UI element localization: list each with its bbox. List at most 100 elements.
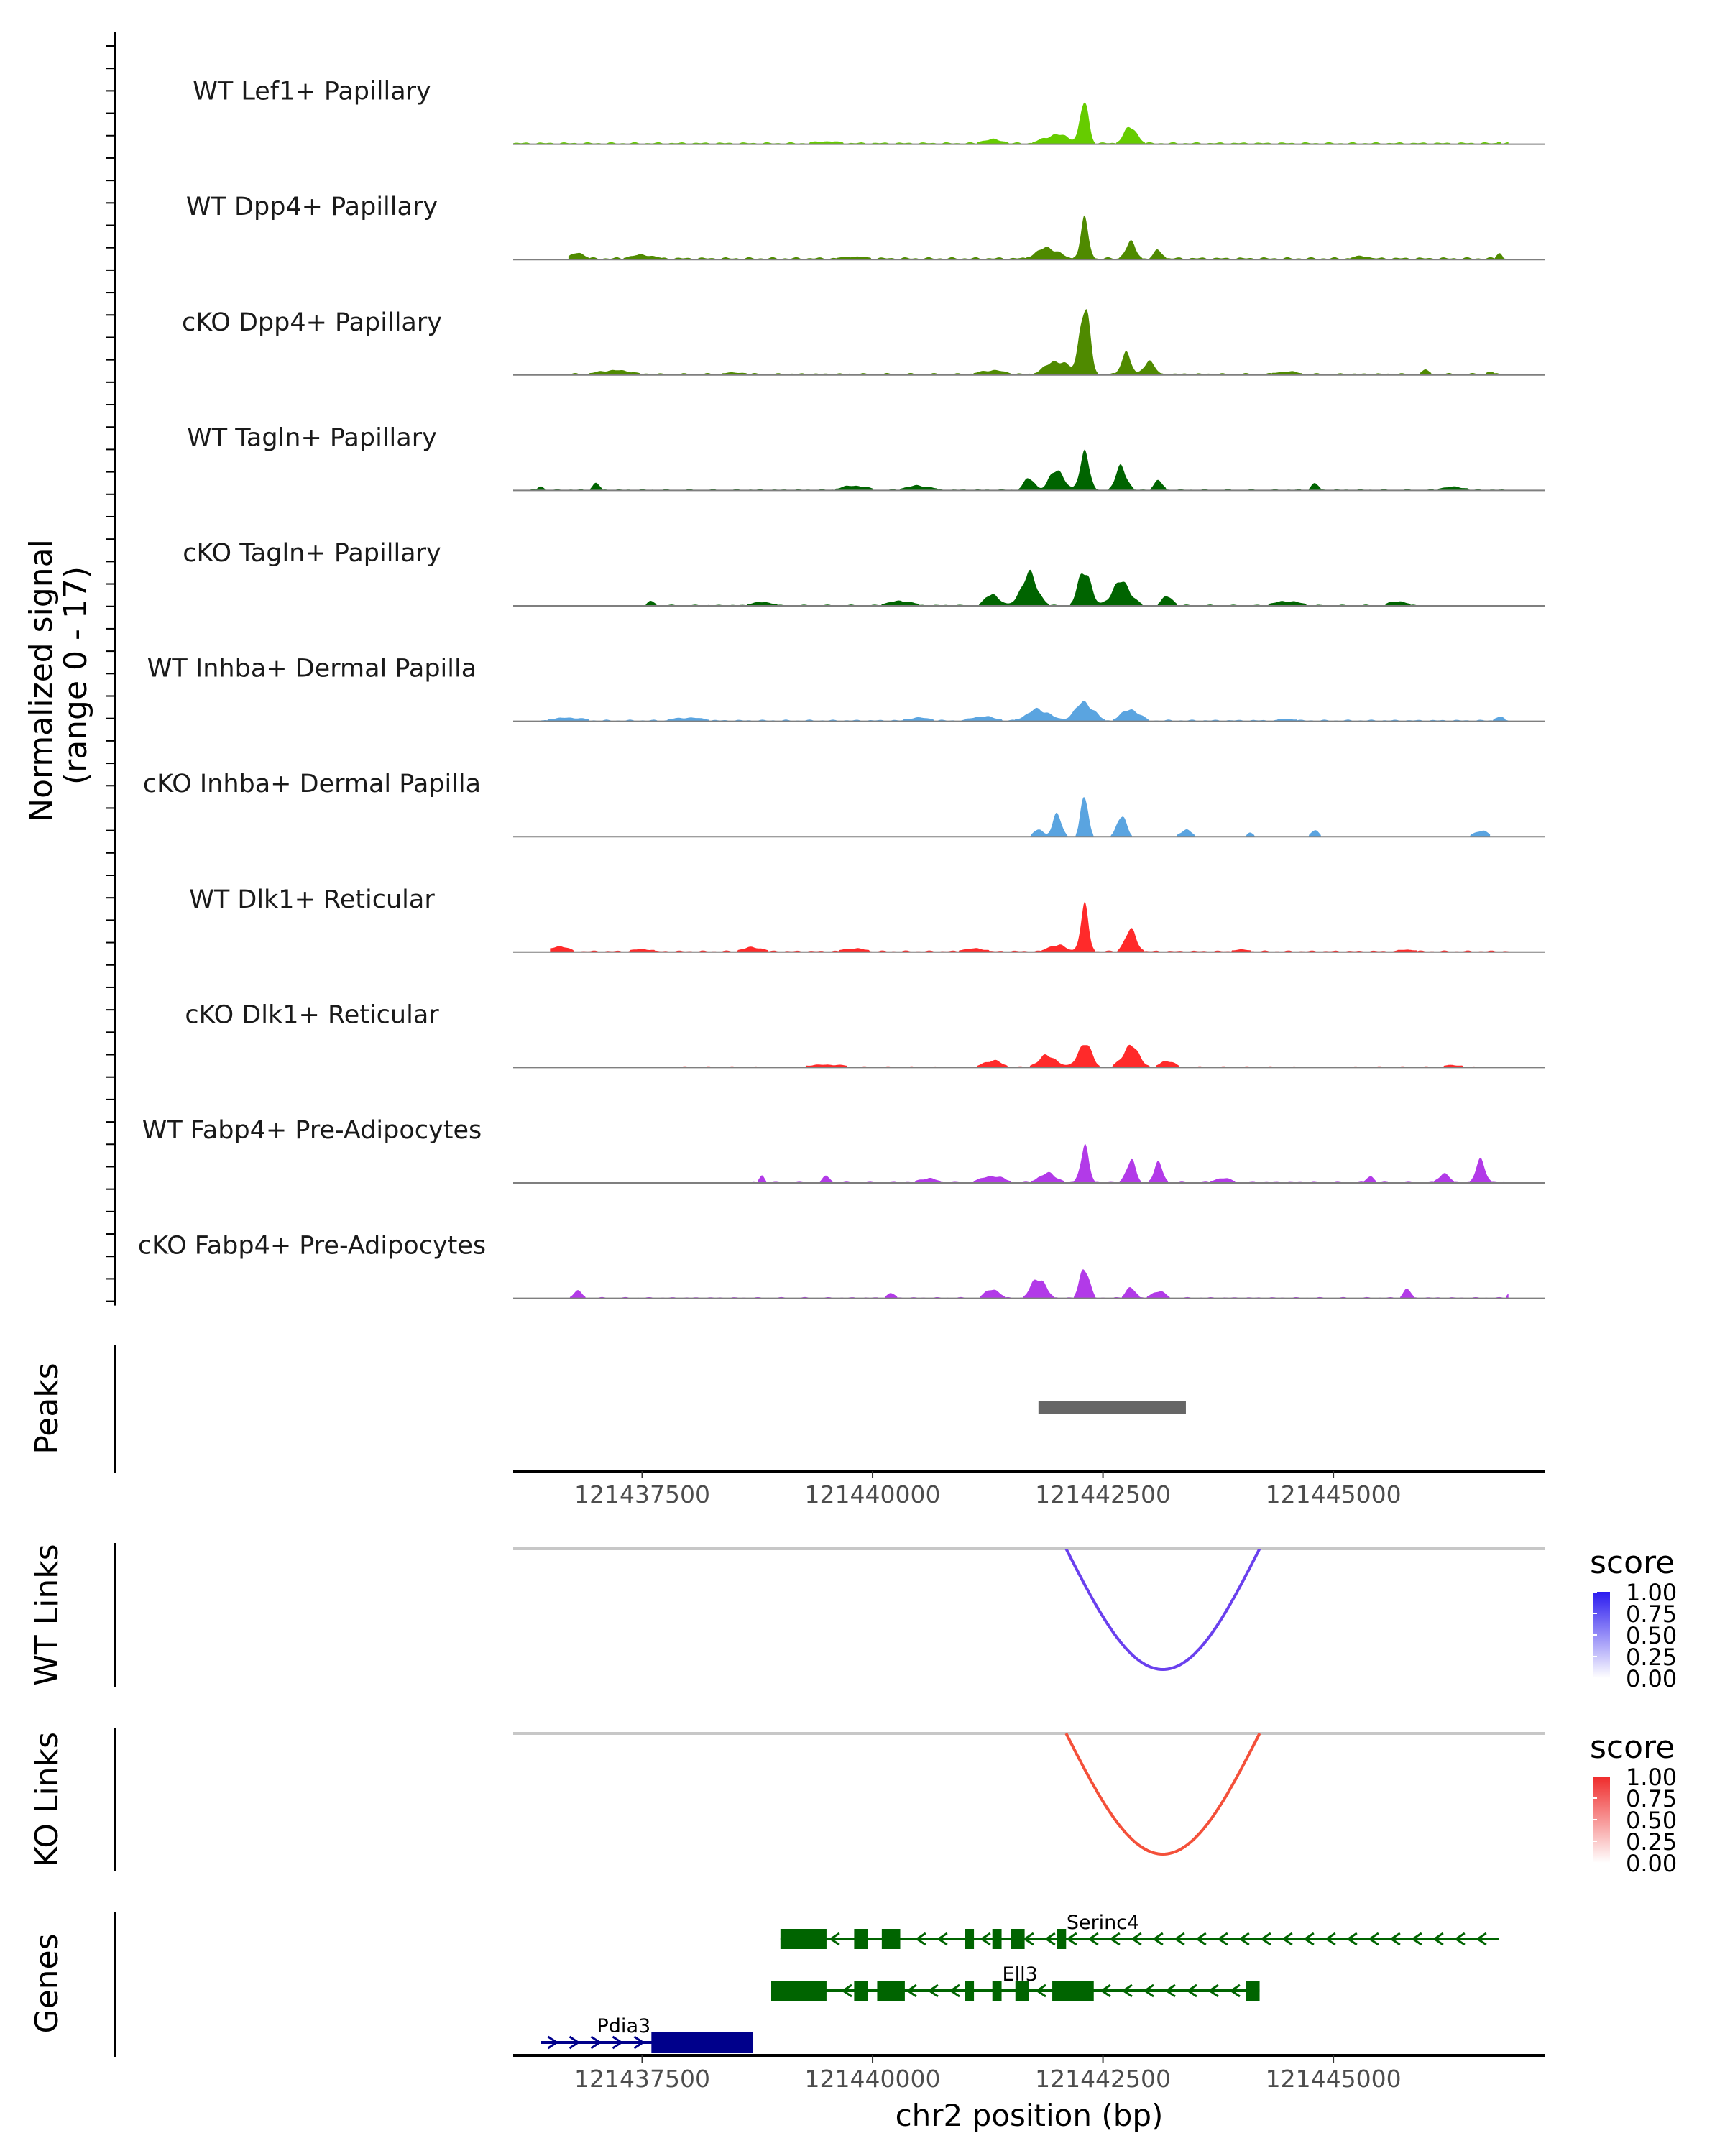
gene-label: Serinc4 xyxy=(1067,1912,1140,1934)
gene-strand-arrow xyxy=(1325,1932,1336,1946)
coverage-track-signal xyxy=(753,1144,1509,1183)
link-panel-label: KO Links xyxy=(29,1732,65,1867)
score-legend-label: 1.00 xyxy=(1626,1579,1677,1606)
gene-strand-arrow xyxy=(1109,1932,1121,1946)
score-legend-label: 0.50 xyxy=(1626,1622,1677,1649)
genes-label: Genes xyxy=(29,1933,65,2033)
gene-strand-arrow xyxy=(633,2035,645,2050)
x-axis-bottom-tick-label: 121437500 xyxy=(574,2065,710,2093)
coverage-track-6: cKO Inhba+ Dermal Papilla xyxy=(143,770,1545,838)
gene-strand-arrow xyxy=(1411,1932,1422,1946)
score-legend-title: score xyxy=(1590,1544,1675,1581)
coverage-track-5: WT Inhba+ Dermal Papilla xyxy=(147,655,1545,722)
gene-strand-arrow xyxy=(1100,1984,1111,1998)
gene-strand-arrow xyxy=(1087,1932,1099,1946)
gene-strand-arrow xyxy=(1217,1932,1228,1946)
coverage-track-signal xyxy=(568,309,1509,375)
coverage-track-label: WT Fabp4+ Pre-Adipocytes xyxy=(142,1116,482,1145)
x-axis-bottom: 121437500 121440000 121442500 121445000 xyxy=(513,2054,1545,2093)
gene-strand-arrow xyxy=(1346,1932,1358,1946)
gene-strand-arrow xyxy=(1121,1984,1133,1998)
gene-strand-arrow xyxy=(1164,1984,1176,1998)
coverage-track-7: WT Dlk1+ Reticular xyxy=(189,885,1545,953)
score-legend-label: 0.75 xyxy=(1626,1785,1677,1812)
coverage-track-signal xyxy=(568,1269,1509,1299)
coverage-track-signal xyxy=(678,1044,1509,1068)
gene-exon xyxy=(1057,1929,1067,1949)
coverage-track-1: WT Dpp4+ Papillary xyxy=(186,193,1545,261)
x-axis-title: chr2 position (bp) xyxy=(896,2098,1164,2133)
gene-strand-arrow xyxy=(915,1932,926,1946)
score-legend-label: 0.25 xyxy=(1626,1828,1677,1856)
peak-range-0 xyxy=(1038,1401,1186,1414)
gene-strand-arrow xyxy=(906,1984,917,1998)
gene-strand-arrow xyxy=(1174,1932,1185,1946)
coverage-track-signal xyxy=(1001,797,1491,837)
coverage-track-label: cKO Fabp4+ Pre-Adipocytes xyxy=(138,1232,486,1261)
score-legend-label: 0.75 xyxy=(1626,1600,1677,1628)
gene-exon xyxy=(965,1929,975,1949)
coverage-track-0: WT Lef1+ Papillary xyxy=(193,78,1545,145)
gene-exon xyxy=(992,1981,1002,2001)
link-panel-label: WT Links xyxy=(29,1544,65,1685)
gene-strand-arrow xyxy=(1186,1984,1197,1998)
gene-strand-arrow xyxy=(1432,1932,1444,1946)
gene-exon xyxy=(877,1981,905,2001)
coverage-y-axis-label-line1: Normalized signal xyxy=(23,539,60,822)
gene-strand-arrow xyxy=(1131,1932,1142,1946)
gene-strand-arrow xyxy=(547,2035,559,2050)
gene-exon xyxy=(854,1929,868,1949)
gene-strand-arrow xyxy=(1282,1932,1293,1946)
coverage-y-axis-label-line2: (range 0 - 17) xyxy=(58,566,94,785)
gene-label: Pdia3 xyxy=(597,2015,651,2037)
coverage-track-10: cKO Fabp4+ Pre-Adipocytes xyxy=(138,1232,1545,1299)
gene-strand-arrow xyxy=(841,1984,852,1998)
gene-1: Ell3 xyxy=(771,1963,1260,2001)
gene-strand-arrow xyxy=(1143,1984,1154,1998)
gene-strand-arrow xyxy=(1023,1932,1034,1946)
gene-strand-arrow xyxy=(1195,1932,1207,1946)
gene-strand-arrow xyxy=(1389,1932,1401,1946)
gene-exon xyxy=(651,2032,753,2053)
coverage-track-label: WT Inhba+ Dermal Papilla xyxy=(147,655,477,683)
gene-exon xyxy=(771,1981,827,2001)
coverage-track-label: cKO Dpp4+ Papillary xyxy=(182,308,442,337)
score-legend-title: score xyxy=(1590,1729,1675,1766)
gene-strand-arrow xyxy=(1238,1932,1250,1946)
gene-0: Serinc4 xyxy=(780,1912,1499,1949)
score-legend-label: 0.00 xyxy=(1626,1850,1677,1877)
coverage-track-label: cKO Tagln+ Papillary xyxy=(183,539,441,568)
gene-strand-arrow xyxy=(590,2035,602,2050)
coverage-track-2: cKO Dpp4+ Papillary xyxy=(182,308,1545,376)
x-axis-top-tick-label: 121440000 xyxy=(805,1480,941,1508)
gene-strand-arrow xyxy=(927,1984,939,1998)
gene-strand-arrow xyxy=(1260,1932,1271,1946)
score-legend-label: 0.00 xyxy=(1626,1665,1677,1692)
coverage-track-3: WT Tagln+ Papillary xyxy=(187,423,1545,492)
coverage-y-axis-label: Normalized signal (range 0 - 17) xyxy=(23,529,94,822)
coverage-track-label: cKO Dlk1+ Reticular xyxy=(185,1000,439,1029)
x-axis-top-tick-label: 121442500 xyxy=(1035,1480,1171,1508)
gene-strand-arrow xyxy=(1229,1984,1241,1998)
gene-exon xyxy=(854,1981,868,2001)
gene-strand-arrow xyxy=(1303,1932,1315,1946)
coverage-track-4: cKO Tagln+ Papillary xyxy=(183,539,1545,607)
score-legend-label: 0.50 xyxy=(1626,1807,1677,1834)
x-axis-bottom-tick-label: 121445000 xyxy=(1266,2065,1402,2093)
gene-exon xyxy=(965,1981,975,2001)
gene-strand-arrow xyxy=(1454,1932,1466,1946)
x-axis-bottom-tick-label: 121440000 xyxy=(805,2065,941,2093)
peaks-panel: Peaks xyxy=(29,1345,1186,1473)
genes-panel: Genes Serinc4 Ell3 Pdia3 xyxy=(29,1912,1499,2057)
score-legend-label: 1.00 xyxy=(1626,1764,1677,1791)
coverage-track-signal xyxy=(513,449,1509,491)
gene-strand-arrow xyxy=(1152,1932,1164,1946)
coverage-track-label: WT Dlk1+ Reticular xyxy=(189,885,435,914)
coverage-track-label: WT Dpp4+ Papillary xyxy=(186,193,438,221)
link-arc xyxy=(1064,1733,1261,1856)
coverage-track-label: WT Tagln+ Papillary xyxy=(187,423,437,452)
